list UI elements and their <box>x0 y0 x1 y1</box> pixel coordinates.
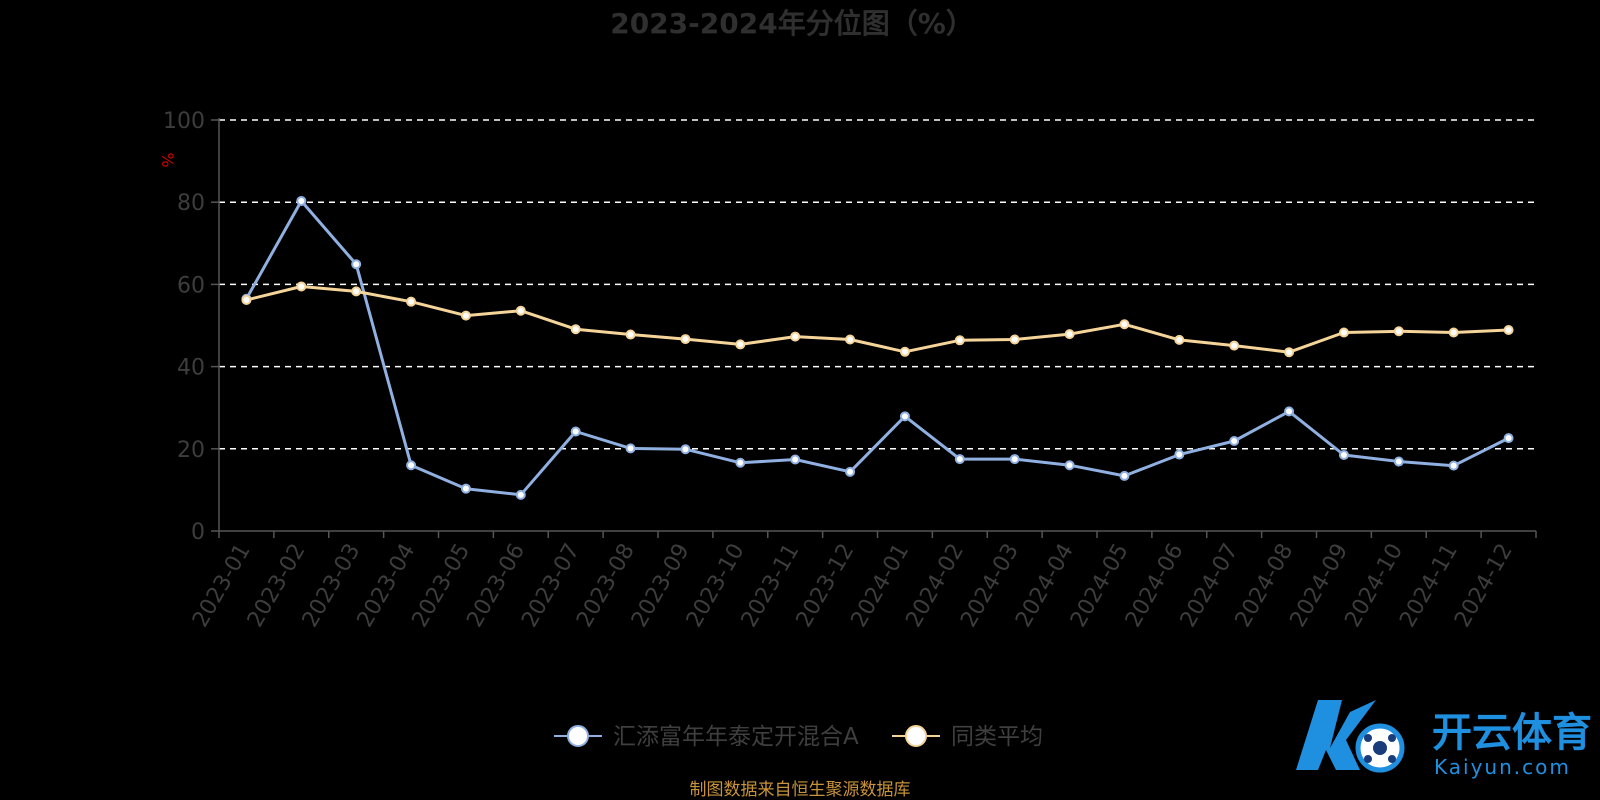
data-point-peer-average[interactable] <box>1284 347 1295 358</box>
data-point-fund[interactable] <box>954 454 965 465</box>
series-line-fund <box>245 199 1510 497</box>
watermark-text-cn: 开云体育 <box>1432 710 1592 756</box>
data-point-peer-average[interactable] <box>899 346 910 357</box>
data-point-fund[interactable] <box>1393 456 1404 467</box>
data-point-fund[interactable] <box>790 454 801 465</box>
data-point-peer-average[interactable] <box>1174 334 1185 345</box>
legend: 汇添富年年泰定开混合A 同类平均 <box>554 724 1043 750</box>
data-point-peer-average[interactable] <box>1448 327 1459 338</box>
data-point-fund[interactable] <box>1229 435 1240 446</box>
watermark: 开云体育 Kaiyun.com <box>1296 700 1592 779</box>
data-point-peer-average[interactable] <box>790 331 801 342</box>
data-point-fund[interactable] <box>296 195 307 206</box>
y-tick-label: 0 <box>191 520 205 545</box>
legend-label-peer-average: 同类平均 <box>951 724 1043 750</box>
data-point-peer-average[interactable] <box>1503 325 1514 336</box>
legend-label-fund: 汇添富年年泰定开混合A <box>613 724 859 750</box>
y-tick-label: 20 <box>177 438 205 463</box>
data-point-fund[interactable] <box>625 443 636 454</box>
source-note: 制图数据来自恒生聚源数据库 <box>690 780 911 800</box>
data-point-fund[interactable] <box>1284 406 1295 417</box>
data-point-peer-average[interactable] <box>680 334 691 345</box>
data-point-peer-average[interactable] <box>1119 319 1130 330</box>
data-point-fund[interactable] <box>1503 433 1514 444</box>
data-point-fund[interactable] <box>351 259 362 270</box>
data-point-fund[interactable] <box>1174 449 1185 460</box>
data-point-fund[interactable] <box>515 489 526 500</box>
data-point-peer-average[interactable] <box>460 310 471 321</box>
x-axis-ticks: 2023-012023-022023-032023-042023-052023-… <box>188 531 1537 632</box>
data-point-fund[interactable] <box>1448 460 1459 471</box>
data-point-peer-average[interactable] <box>1393 326 1404 337</box>
data-point-peer-average[interactable] <box>570 324 581 335</box>
watermark-logo-icon <box>1296 700 1405 773</box>
data-point-fund[interactable] <box>406 460 417 471</box>
data-point-fund[interactable] <box>460 483 471 494</box>
grid-lines <box>219 119 1536 450</box>
data-point-fund[interactable] <box>1009 454 1020 465</box>
data-point-peer-average[interactable] <box>515 305 526 316</box>
y-axis-unit-label: % <box>158 152 177 167</box>
chart-title: 2023-2024年分位图（%） <box>610 7 974 40</box>
data-point-peer-average[interactable] <box>845 334 856 345</box>
legend-marker-fund <box>567 725 589 747</box>
y-axis-ticks: 0 20 40 60 80 100 <box>163 109 219 545</box>
data-point-peer-average[interactable] <box>351 286 362 297</box>
data-point-fund[interactable] <box>845 466 856 477</box>
data-point-fund[interactable] <box>570 426 581 437</box>
data-point-fund[interactable] <box>1338 449 1349 460</box>
data-point-peer-average[interactable] <box>1064 329 1075 340</box>
data-point-peer-average[interactable] <box>1009 334 1020 345</box>
data-point-fund[interactable] <box>680 444 691 455</box>
data-point-fund[interactable] <box>1064 460 1075 471</box>
legend-marker-peer-average <box>905 725 927 747</box>
data-point-peer-average[interactable] <box>954 335 965 346</box>
data-point-peer-average[interactable] <box>296 281 307 292</box>
data-point-fund[interactable] <box>735 457 746 468</box>
data-point-peer-average[interactable] <box>735 339 746 350</box>
data-point-peer-average[interactable] <box>1229 340 1240 351</box>
series-lines <box>241 195 1514 500</box>
watermark-text-en: Kaiyun.com <box>1434 755 1571 779</box>
legend-item-peer-average[interactable]: 同类平均 <box>892 724 1043 750</box>
series-line-peer-average <box>246 285 1509 354</box>
legend-item-fund[interactable]: 汇添富年年泰定开混合A <box>554 724 859 750</box>
data-point-peer-average[interactable] <box>406 296 417 307</box>
y-tick-label: 40 <box>177 356 205 381</box>
y-tick-label: 60 <box>177 273 205 298</box>
y-tick-label: 100 <box>163 109 205 134</box>
data-point-peer-average[interactable] <box>241 295 252 306</box>
data-point-peer-average[interactable] <box>625 329 636 340</box>
data-point-peer-average[interactable] <box>1338 327 1349 338</box>
y-tick-label: 80 <box>177 191 205 216</box>
data-point-fund[interactable] <box>1119 470 1130 481</box>
data-point-fund[interactable] <box>899 411 910 422</box>
